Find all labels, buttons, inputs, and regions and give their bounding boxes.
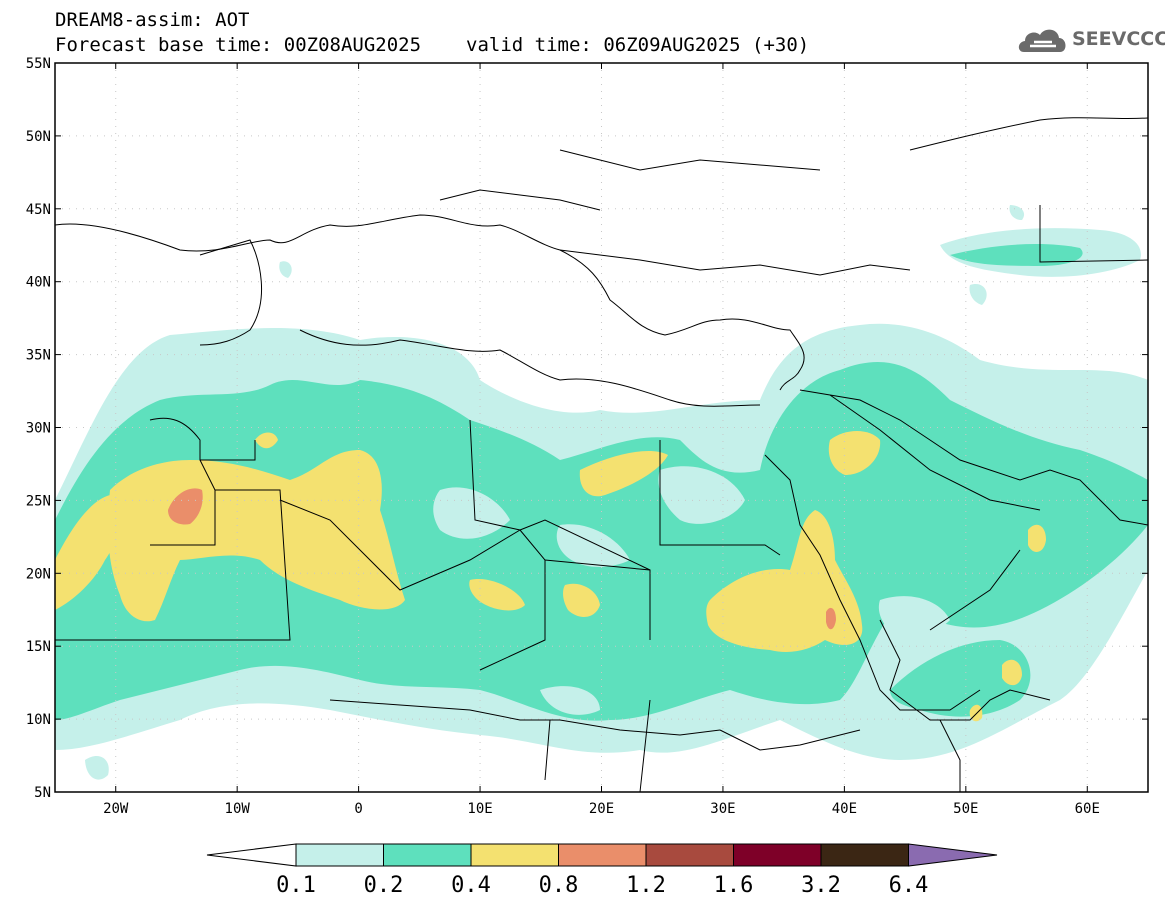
colorbar-boxes	[206, 843, 998, 867]
colorbar-label: 0.8	[539, 873, 579, 898]
lat-label: 55N	[26, 56, 51, 72]
colorbar-box	[295, 843, 384, 867]
colorbar-label: 0.1	[276, 873, 316, 898]
time-line: Forecast base time: 00Z08AUG2025 valid ti…	[55, 34, 809, 56]
lat-label: 5N	[34, 785, 51, 801]
colorbar-box	[733, 843, 822, 867]
colorbar-label: 0.2	[364, 873, 404, 898]
colorbar-box	[383, 843, 472, 867]
colorbar-label: 6.4	[889, 873, 929, 898]
lon-label: 0	[354, 801, 362, 817]
lon-label: 60E	[1075, 801, 1100, 817]
lat-label: 35N	[26, 348, 51, 364]
coastlines-borders	[54, 117, 1149, 793]
model-title: DREAM8-assim: AOT	[55, 9, 250, 31]
latitude-labels: 55N 50N 45N 40N 35N 30N 25N 20N 15N 10N 5N	[26, 56, 51, 801]
colorbar-label: 0.4	[451, 873, 491, 898]
colorbar-box	[645, 843, 734, 867]
aot-contour-0.8	[168, 488, 836, 630]
seevccc-logo: SEEVCCC	[1016, 22, 1165, 58]
lat-label: 20N	[26, 566, 51, 582]
lat-label: 10N	[26, 712, 51, 728]
colorbar-box	[470, 843, 559, 867]
colorbar-arrow-left	[206, 843, 297, 867]
lat-label: 40N	[26, 275, 51, 291]
lon-label: 20E	[589, 801, 614, 817]
lon-label: 30E	[710, 801, 735, 817]
valid-time: valid time: 06Z09AUG2025 (+30)	[466, 34, 810, 56]
lat-label: 45N	[26, 202, 51, 218]
colorbar-box	[820, 843, 909, 867]
lat-label: 25N	[26, 493, 51, 509]
base-time: Forecast base time: 00Z08AUG2025	[55, 34, 422, 56]
cloud-icon	[1018, 29, 1066, 52]
lat-label: 30N	[26, 421, 51, 437]
graticule	[55, 63, 1148, 792]
lon-label: 10W	[225, 801, 251, 817]
colorbar-arrow-right	[908, 843, 998, 867]
aot-contour-0.1-holes	[433, 466, 950, 715]
lon-label: 10E	[467, 801, 492, 817]
colorbar-label: 1.2	[626, 873, 666, 898]
colorbar-box	[558, 843, 647, 867]
lon-label: 40E	[832, 801, 857, 817]
longitude-labels: 20W 10W 0 10E 20E 30E 40E 50E 60E	[103, 801, 1100, 817]
colorbar-label: 3.2	[801, 873, 841, 898]
axis-ticks	[55, 62, 1148, 793]
colorbar-labels: 0.1 0.2 0.4 0.8 1.2 1.6 3.2 6.4	[276, 873, 928, 898]
colorbar-label: 1.6	[714, 873, 754, 898]
lat-label: 15N	[26, 639, 51, 655]
lon-label: 50E	[953, 801, 978, 817]
logo-text: SEEVCCC	[1072, 28, 1165, 50]
lat-label: 50N	[26, 129, 51, 145]
lon-label: 20W	[103, 801, 129, 817]
